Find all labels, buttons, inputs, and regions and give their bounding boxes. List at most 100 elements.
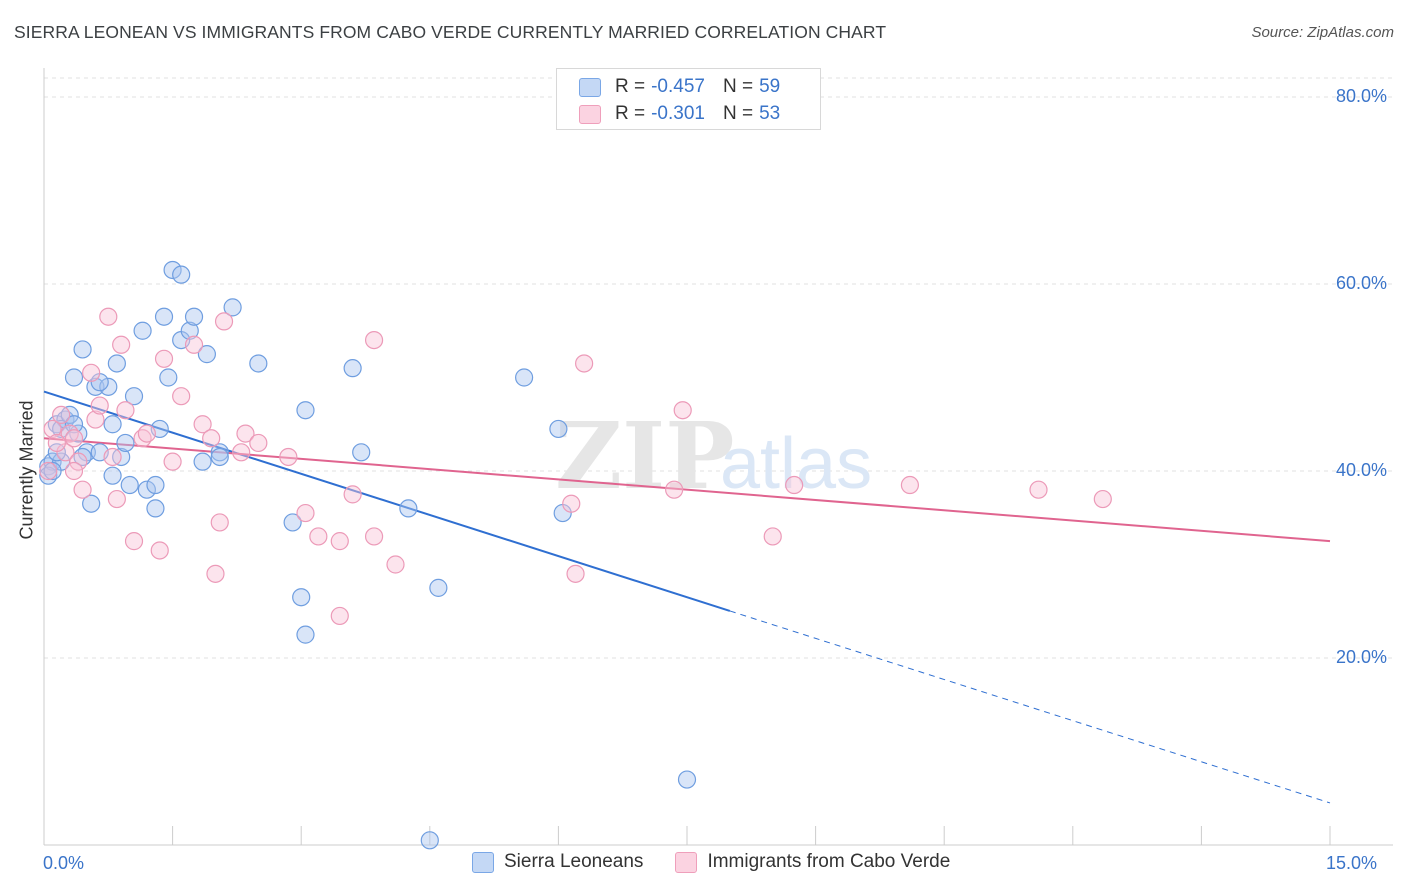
point-cabo-verde	[69, 452, 88, 471]
legend-item-cabo-verde[interactable]: Immigrants from Cabo Verde	[675, 851, 950, 873]
n-label: N =	[722, 76, 754, 97]
point-cabo-verde	[330, 532, 349, 551]
r-label: R =	[615, 76, 646, 97]
point-sierra-leonean	[283, 513, 302, 532]
point-sierra-leonean	[103, 415, 122, 434]
legend-item-sierra-leoneans[interactable]: Sierra Leoneans	[472, 851, 643, 873]
point-cabo-verde	[296, 503, 315, 523]
legend-label: Immigrants from Cabo Verde	[707, 851, 951, 872]
r-value: -0.457	[651, 76, 705, 97]
point-sierra-leonean	[549, 419, 568, 439]
point-cabo-verde	[150, 541, 169, 560]
point-sierra-leonean	[146, 475, 165, 495]
point-cabo-verde	[214, 312, 234, 331]
point-cabo-verde	[154, 349, 174, 368]
point-cabo-verde	[184, 335, 204, 354]
y-tick-label: 60.0%	[1336, 273, 1388, 293]
point-cabo-verde	[73, 480, 92, 499]
point-sierra-leonean	[677, 770, 697, 789]
point-sierra-leonean	[197, 345, 216, 364]
point-cabo-verde	[210, 513, 229, 532]
n-label: N =	[722, 103, 754, 124]
trend-line-sierra-leoneans-extrapolated	[729, 610, 1331, 804]
point-cabo-verde	[566, 564, 585, 583]
point-cabo-verde	[116, 401, 135, 420]
y-tick-label: 20.0%	[1336, 647, 1388, 667]
point-cabo-verde	[82, 363, 101, 382]
legend-swatch-blue	[472, 851, 494, 873]
chart-title: SIERRA LEONEAN VS IMMIGRANTS FROM CABO V…	[14, 22, 887, 42]
point-sierra-leonean	[292, 588, 311, 607]
point-cabo-verde	[107, 489, 126, 509]
series-legend: Sierra Leoneans Immigrants from Cabo Ver…	[472, 851, 982, 873]
legend-swatch-pink	[675, 851, 698, 873]
point-cabo-verde	[99, 307, 118, 326]
y-tick-label: 80.0%	[1336, 86, 1388, 106]
point-sierra-leonean	[163, 260, 182, 280]
point-sierra-leonean	[343, 359, 362, 378]
point-cabo-verde	[364, 527, 384, 546]
x-tick-label-min: 0.0%	[43, 853, 85, 873]
point-cabo-verde	[386, 555, 405, 574]
point-sierra-leonean	[64, 415, 84, 434]
point-cabo-verde	[575, 354, 594, 373]
point-sierra-leonean	[107, 354, 126, 373]
point-cabo-verde	[665, 480, 684, 499]
watermark-zip: ZIP	[555, 402, 734, 510]
point-cabo-verde	[763, 527, 782, 546]
point-sierra-leonean	[210, 447, 229, 467]
point-cabo-verde	[52, 405, 71, 424]
point-sierra-leonean	[249, 354, 268, 373]
point-cabo-verde	[47, 433, 66, 453]
legend-swatch-blue	[579, 77, 601, 97]
point-sierra-leonean	[159, 368, 178, 387]
point-cabo-verde	[172, 387, 191, 406]
legend-row-cabo-verde: R = -0.301 N = 53	[579, 101, 780, 127]
point-sierra-leonean	[399, 499, 418, 518]
point-sierra-leonean	[429, 578, 448, 597]
point-sierra-leonean	[184, 307, 204, 326]
n-value: 53	[759, 103, 781, 124]
point-cabo-verde	[343, 485, 362, 504]
point-sierra-leonean	[172, 265, 191, 284]
point-sierra-leonean	[193, 452, 212, 471]
point-cabo-verde	[232, 443, 251, 462]
n-value: 59	[759, 76, 781, 97]
point-cabo-verde	[562, 494, 581, 513]
point-sierra-leonean	[352, 443, 371, 462]
y-axis-label: Currently Married	[16, 400, 37, 540]
point-cabo-verde	[673, 401, 692, 420]
r-label: R =	[615, 103, 646, 124]
point-cabo-verde	[206, 564, 225, 583]
point-cabo-verde	[1029, 480, 1048, 499]
watermark-atlas: atlas	[720, 424, 872, 504]
point-sierra-leonean	[99, 377, 118, 396]
legend-swatch-pink	[579, 104, 601, 124]
point-sierra-leonean	[116, 433, 135, 453]
point-cabo-verde	[39, 461, 58, 481]
trend-line-cabo-verde	[43, 437, 1331, 543]
point-sierra-leonean	[103, 466, 122, 485]
y-tick-label: 40.0%	[1336, 460, 1388, 480]
point-cabo-verde	[64, 461, 84, 481]
point-cabo-verde	[86, 410, 105, 429]
point-cabo-verde	[202, 429, 221, 448]
point-sierra-leonean	[296, 625, 315, 644]
point-sierra-leonean	[73, 340, 92, 359]
point-cabo-verde	[137, 424, 156, 443]
point-cabo-verde	[279, 447, 298, 467]
point-cabo-verde	[103, 447, 122, 467]
point-cabo-verde	[124, 532, 144, 551]
point-cabo-verde	[900, 475, 920, 495]
point-sierra-leonean	[420, 831, 439, 850]
point-sierra-leonean	[180, 321, 199, 340]
legend-label: Sierra Leoneans	[504, 851, 644, 872]
point-cabo-verde	[785, 475, 804, 495]
point-cabo-verde	[112, 335, 131, 354]
source-label: Source: ZipAtlas.com	[1251, 24, 1394, 41]
correlation-legend: R = -0.457 N = 59 R = -0.301 N = 53	[556, 68, 821, 130]
point-cabo-verde	[309, 527, 328, 546]
point-sierra-leonean	[146, 499, 165, 518]
point-cabo-verde	[43, 419, 62, 439]
